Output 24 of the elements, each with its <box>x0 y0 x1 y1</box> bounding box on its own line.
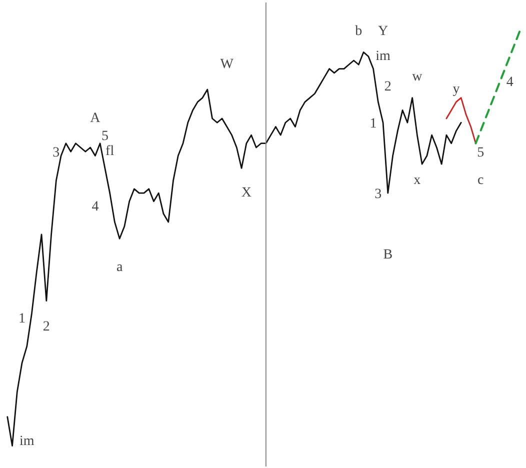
annotation: 5 <box>477 146 484 161</box>
annotation: 1 <box>370 116 377 132</box>
annotation: X <box>241 186 252 201</box>
annotation: fl <box>106 144 114 160</box>
annotation: c <box>477 173 484 188</box>
annotation: x <box>414 173 421 188</box>
annotation: w <box>412 70 424 85</box>
annotation: y <box>452 82 460 97</box>
annotation: 2 <box>42 320 50 335</box>
annotation: B <box>383 248 393 263</box>
annotation: 3 <box>374 187 382 202</box>
annotation: im <box>376 48 391 64</box>
annotation: W <box>220 57 234 72</box>
annotation: 1 <box>18 311 26 326</box>
annotation: A <box>90 111 102 126</box>
annotation: 5 <box>101 129 108 144</box>
annotation: 3 <box>52 146 60 161</box>
annotation: a <box>116 260 124 276</box>
annotation: 4 <box>92 200 99 214</box>
annotation: 4 <box>506 75 514 90</box>
annotation: b <box>355 24 362 39</box>
annotation: im <box>20 434 34 450</box>
annotation: Y <box>378 24 388 39</box>
annotation: 2 <box>384 79 392 94</box>
